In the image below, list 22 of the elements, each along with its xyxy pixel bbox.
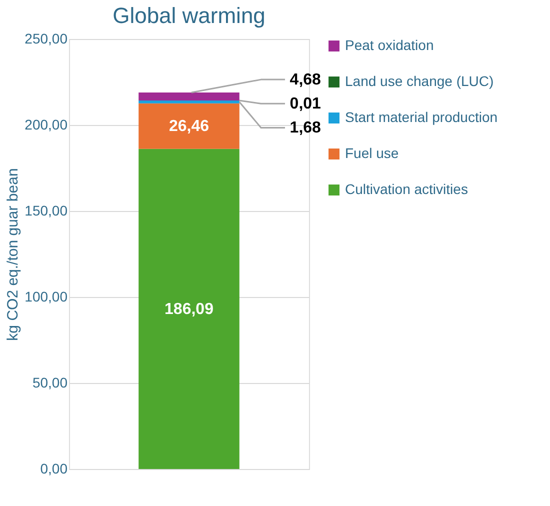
data-label: 4,68 bbox=[290, 72, 322, 89]
legend-label: Land use change (LUC) bbox=[345, 73, 494, 89]
data-label: 186,09 bbox=[164, 300, 214, 318]
legend-label: Peat oxidation bbox=[345, 37, 434, 53]
legend-label: Start material production bbox=[345, 109, 498, 125]
bar bbox=[138, 148, 240, 469]
chart-title: Global warming bbox=[112, 3, 266, 28]
data-label: 0,01 bbox=[290, 96, 322, 113]
y-axis-title: kg CO2 eq./ton guar bean bbox=[4, 168, 22, 341]
data-label: 26,46 bbox=[168, 118, 210, 136]
y-tick-label: 150,00 bbox=[24, 202, 68, 218]
bar bbox=[138, 92, 240, 101]
y-tick-label: 250,00 bbox=[24, 30, 68, 46]
bar bbox=[138, 103, 240, 149]
legend-label: Cultivation activities bbox=[345, 181, 468, 197]
y-tick-label: 0,00 bbox=[40, 460, 68, 476]
legend-label: Fuel use bbox=[345, 145, 399, 161]
y-tick-label: 100,00 bbox=[24, 288, 68, 304]
data-label: 1,68 bbox=[290, 120, 322, 137]
bar bbox=[138, 100, 240, 104]
y-tick-label: 200,00 bbox=[24, 116, 68, 132]
y-tick-label: 50,00 bbox=[32, 374, 68, 390]
